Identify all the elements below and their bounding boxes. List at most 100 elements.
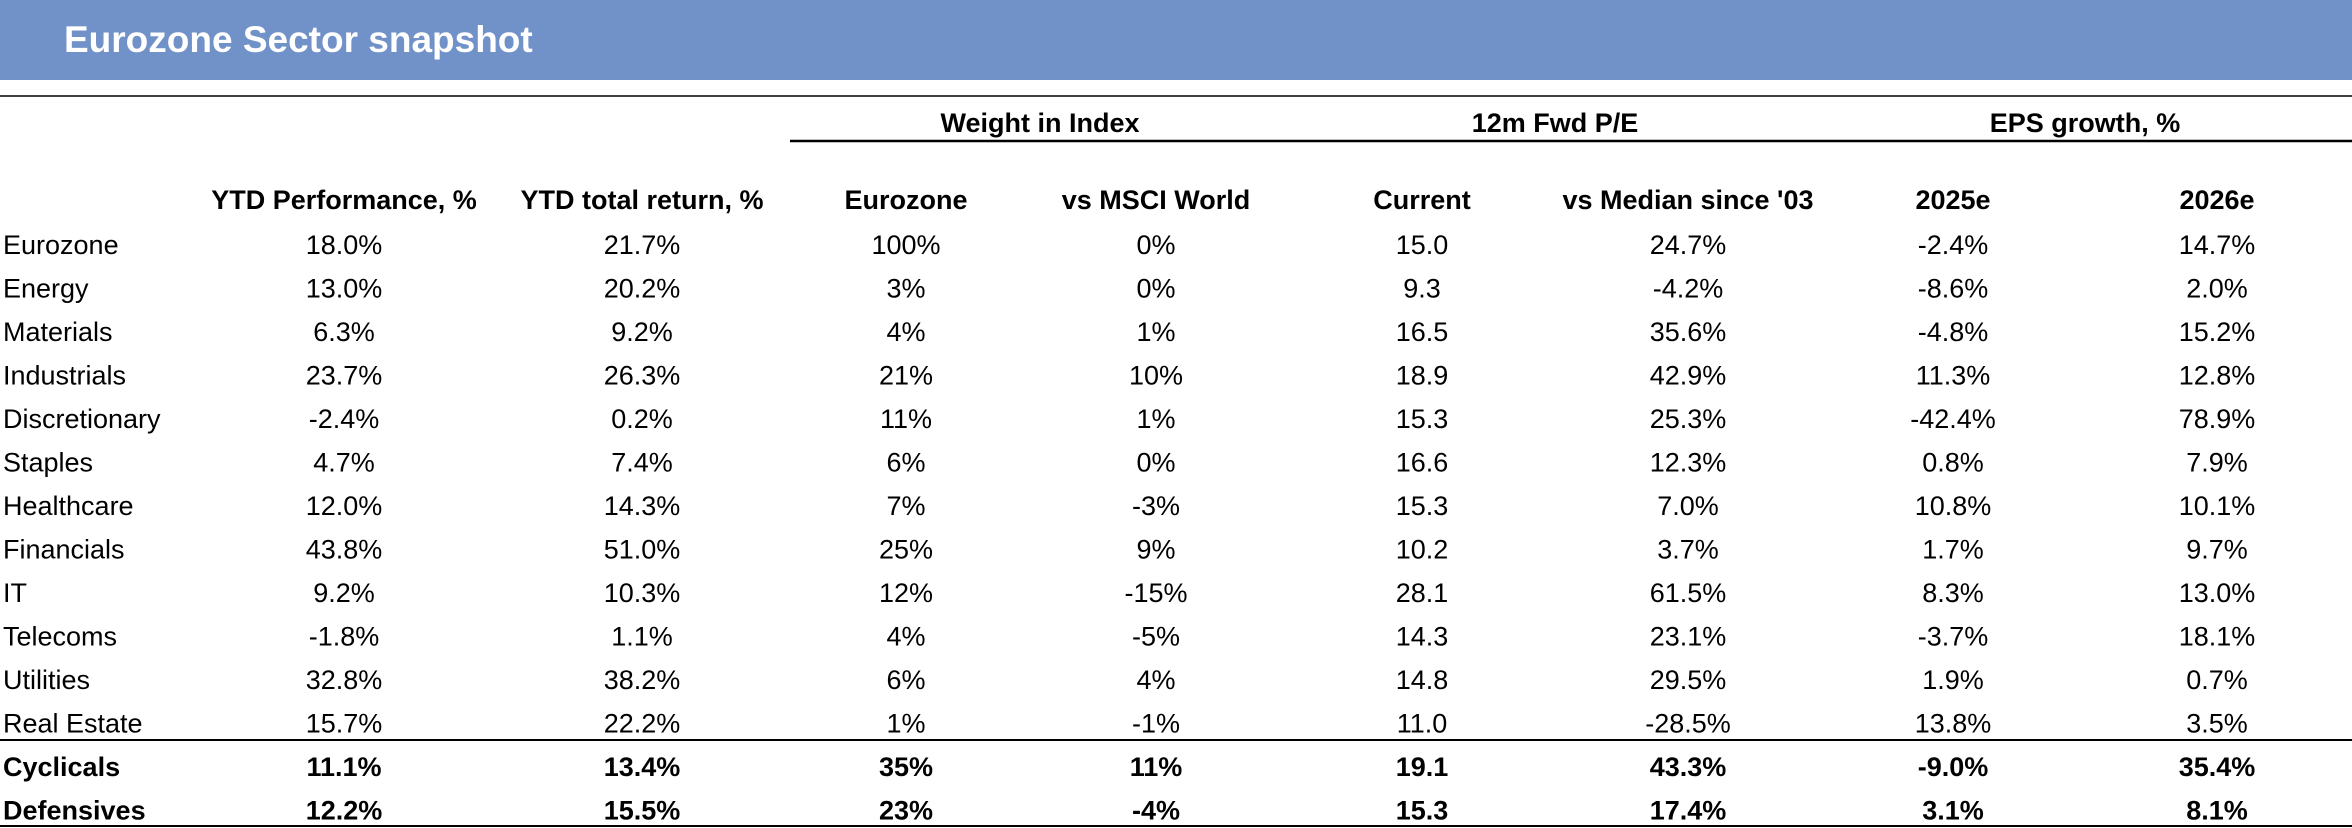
cell: 19.1 (1396, 752, 1449, 782)
row-label: Utilities (3, 665, 90, 695)
cell: 4% (1136, 665, 1175, 695)
column-header: Eurozone (844, 185, 967, 215)
cell: 10.3% (604, 578, 681, 608)
cell: 21.7% (604, 230, 681, 260)
title: Eurozone Sector snapshot (64, 19, 533, 60)
cell: 8.3% (1922, 578, 1984, 608)
cell: 12.2% (306, 796, 383, 826)
row-label: Cyclicals (3, 752, 120, 782)
cell: 1% (1136, 404, 1175, 434)
row-label: Real Estate (3, 709, 143, 739)
cell: 6% (886, 448, 925, 478)
cell: 0% (1136, 448, 1175, 478)
cell: -3.7% (1918, 622, 1989, 652)
row-label: Financials (3, 535, 125, 565)
cell: 1% (1136, 317, 1175, 347)
cell: 43.8% (306, 535, 383, 565)
cell: 13.0% (2179, 578, 2256, 608)
cell: 42.9% (1650, 361, 1727, 391)
cell: 25.3% (1650, 404, 1727, 434)
cell: 0.8% (1922, 448, 1984, 478)
cell: 7.9% (2186, 448, 2248, 478)
cell: -4% (1132, 796, 1180, 826)
cell: 9% (1136, 535, 1175, 565)
cell: 15.3 (1396, 796, 1449, 826)
cell: 0% (1136, 274, 1175, 304)
cell: 51.0% (604, 535, 681, 565)
cell: 14.7% (2179, 230, 2256, 260)
cell: -15% (1124, 578, 1187, 608)
column-header: YTD Performance, % (211, 185, 477, 215)
cell: 0.7% (2186, 665, 2248, 695)
cell: 14.3 (1396, 622, 1449, 652)
cell: 35.6% (1650, 317, 1727, 347)
cell: 35% (879, 752, 933, 782)
cell: 17.4% (1650, 796, 1727, 826)
cell: 13.4% (604, 752, 681, 782)
column-header: YTD total return, % (520, 185, 763, 215)
cell: 78.9% (2179, 404, 2256, 434)
row-label: Defensives (3, 796, 146, 826)
cell: -5% (1132, 622, 1180, 652)
cell: 3.7% (1657, 535, 1719, 565)
cell: 15.3 (1396, 491, 1449, 521)
cell: 23% (879, 796, 933, 826)
cell: 9.7% (2186, 535, 2248, 565)
row-label: Discretionary (3, 404, 161, 434)
cell: 9.3 (1403, 274, 1441, 304)
cell: 16.5 (1396, 317, 1449, 347)
cell: 1% (886, 709, 925, 739)
cell: 3.5% (2186, 709, 2248, 739)
column-header: Current (1373, 185, 1471, 215)
cell: 18.9 (1396, 361, 1449, 391)
cell: 18.1% (2179, 622, 2256, 652)
cell: -1% (1132, 709, 1180, 739)
cell: 7.0% (1657, 491, 1719, 521)
cell: 12.8% (2179, 361, 2256, 391)
cell: 23.7% (306, 361, 383, 391)
column-header: 2025e (1915, 185, 1990, 215)
cell: 32.8% (306, 665, 383, 695)
cell: -28.5% (1645, 709, 1731, 739)
group-header: EPS growth, % (1990, 108, 2181, 138)
cell: 28.1 (1396, 578, 1449, 608)
cell: 35.4% (2179, 752, 2256, 782)
cell: 3.1% (1922, 796, 1984, 826)
cell: 1.1% (611, 622, 673, 652)
column-header: vs Median since '03 (1562, 185, 1813, 215)
cell: -4.2% (1653, 274, 1724, 304)
cell: 20.2% (604, 274, 681, 304)
cell: 13.0% (306, 274, 383, 304)
cell: 10.8% (1915, 491, 1992, 521)
cell: 8.1% (2186, 796, 2248, 826)
cell: 0.2% (611, 404, 673, 434)
row-label: Healthcare (3, 491, 134, 521)
cell: 15.0 (1396, 230, 1449, 260)
cell: 1.7% (1922, 535, 1984, 565)
cell: 43.3% (1650, 752, 1727, 782)
column-header: 2026e (2179, 185, 2254, 215)
cell: 9.2% (313, 578, 375, 608)
row-label: IT (3, 578, 27, 608)
row-label: Energy (3, 274, 89, 304)
group-header: Weight in Index (940, 108, 1139, 138)
cell: 100% (871, 230, 940, 260)
cell: 24.7% (1650, 230, 1727, 260)
cell: -8.6% (1918, 274, 1989, 304)
cell: 3% (886, 274, 925, 304)
cell: 7% (886, 491, 925, 521)
cell: 21% (879, 361, 933, 391)
cell: 12.3% (1650, 448, 1727, 478)
row-label: Materials (3, 317, 113, 347)
cell: 9.2% (611, 317, 673, 347)
cell: 12.0% (306, 491, 383, 521)
cell: 4% (886, 317, 925, 347)
cell: 38.2% (604, 665, 681, 695)
cell: 12% (879, 578, 933, 608)
cell: 14.3% (604, 491, 681, 521)
cell: -42.4% (1910, 404, 1996, 434)
cell: 10% (1129, 361, 1183, 391)
row-label: Industrials (3, 361, 126, 391)
cell: 23.1% (1650, 622, 1727, 652)
